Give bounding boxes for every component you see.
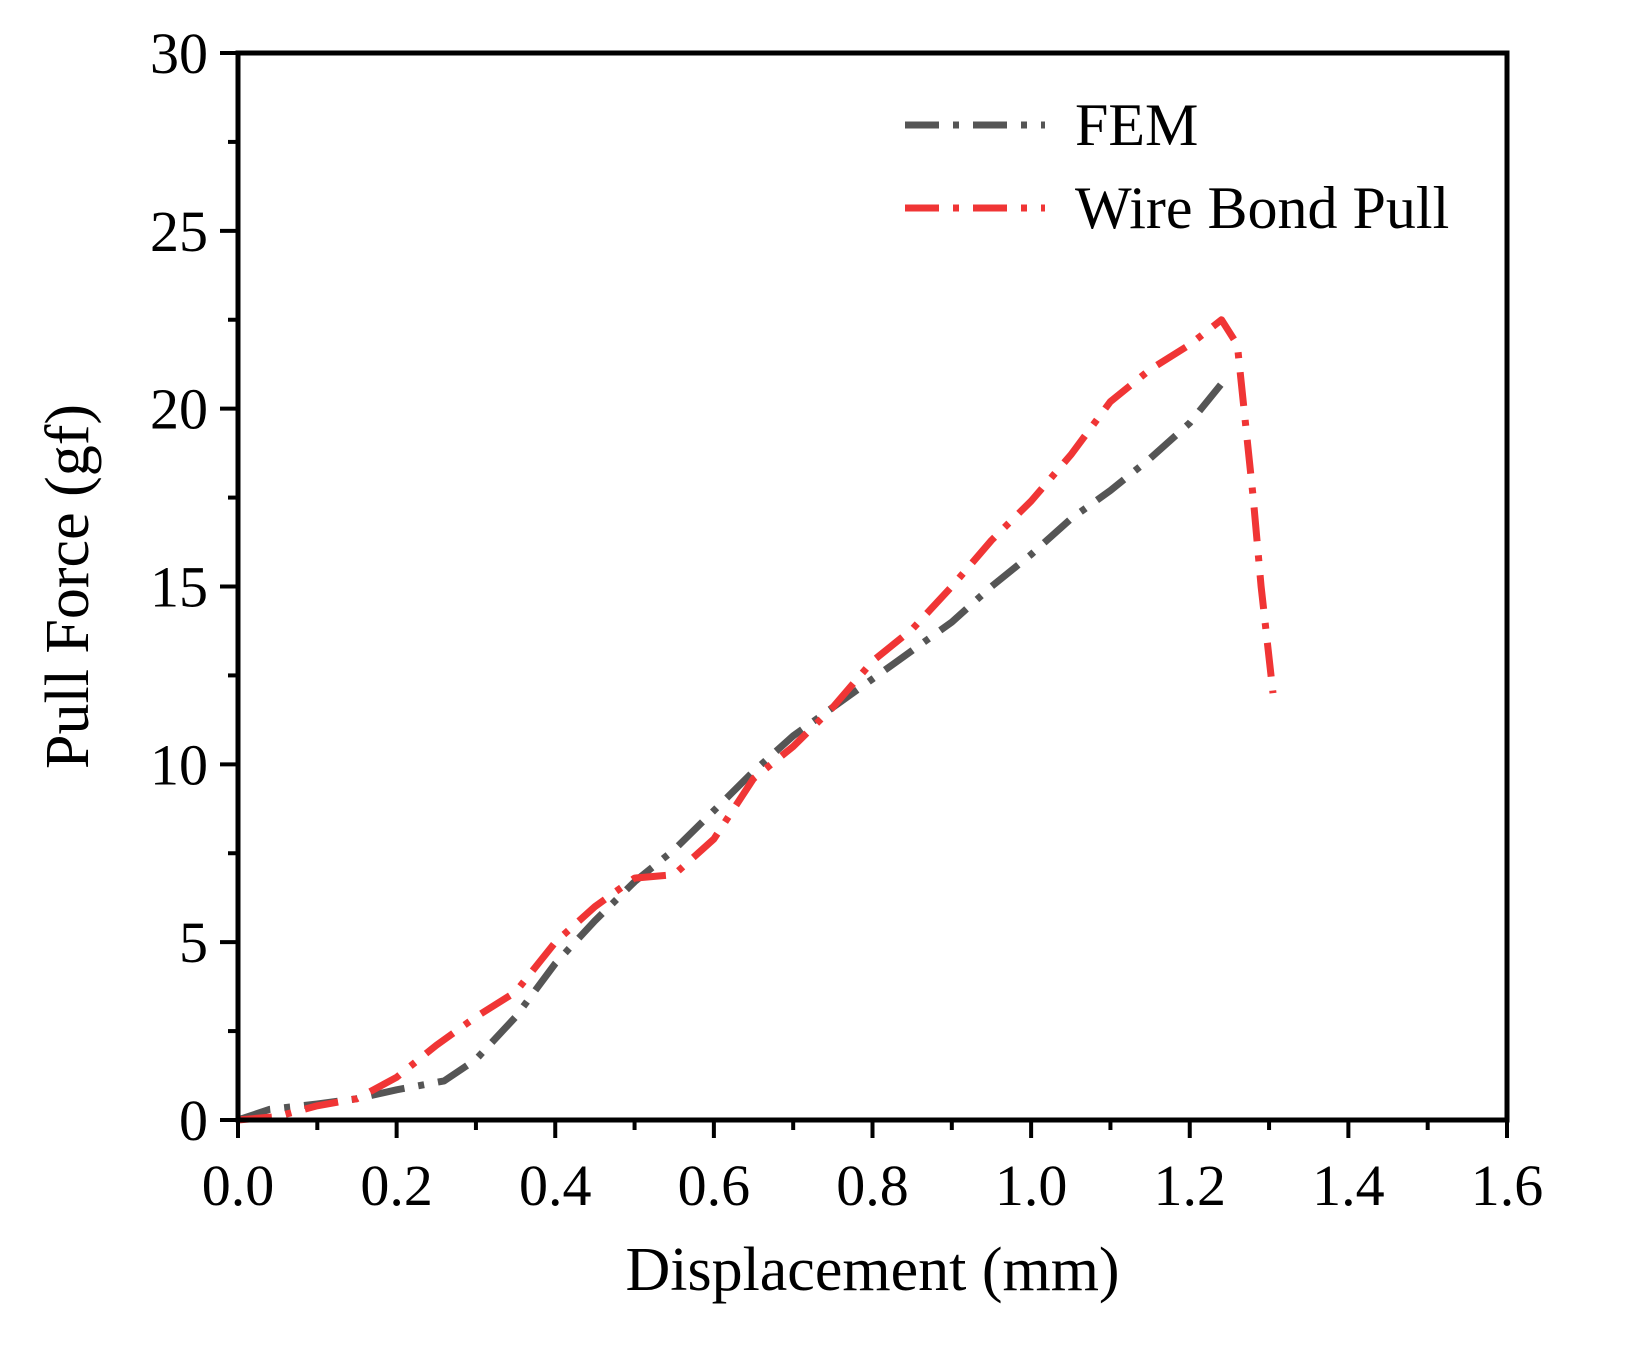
series-line-fem — [236, 381, 1225, 1124]
y-axis-title: Pull Force (gf) — [34, 404, 102, 769]
legend: FEM Wire Bond Pull — [905, 92, 1449, 241]
legend-label-wire-bond-pull: Wire Bond Pull — [1075, 175, 1449, 241]
x-tick-label: 1.0 — [995, 1153, 1068, 1218]
axis-tick-labels: 0.0 0.2 0.4 0.6 0.8 1.0 1.2 1.4 1.6 0 5 10 15 20 25 30 — [150, 21, 1543, 1218]
x-tick-label: 0.8 — [836, 1153, 909, 1218]
legend-label-fem: FEM — [1075, 92, 1198, 158]
x-tick-label: 0.6 — [678, 1153, 751, 1218]
y-tick-label: 10 — [150, 732, 208, 797]
x-tick-label: 0.4 — [519, 1153, 592, 1218]
y-tick-label: 25 — [150, 199, 208, 264]
x-tick-label: 1.4 — [1312, 1153, 1385, 1218]
series-line-wire-bond-pull — [237, 316, 1277, 1124]
y-tick-label: 30 — [150, 21, 208, 86]
y-tick-label: 20 — [150, 377, 208, 442]
plot-lines — [236, 316, 1277, 1124]
x-axis-title: Displacement (mm) — [625, 1236, 1119, 1304]
y-tick-label: 15 — [150, 555, 208, 620]
x-tick-label: 0.0 — [202, 1153, 275, 1218]
y-tick-label: 5 — [179, 910, 208, 975]
axis-ticks — [220, 51, 1509, 1138]
x-tick-label: 0.2 — [360, 1153, 433, 1218]
x-tick-label: 1.2 — [1154, 1153, 1227, 1218]
y-tick-label: 0 — [179, 1088, 208, 1153]
x-tick-label: 1.6 — [1471, 1153, 1544, 1218]
